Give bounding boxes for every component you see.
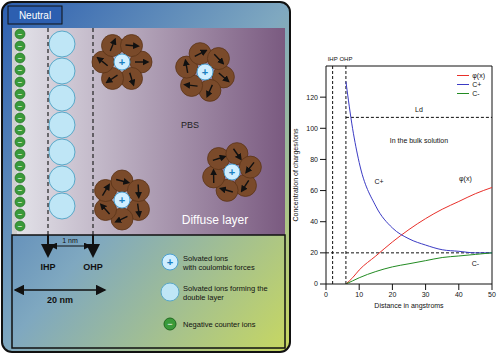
svg-text:−: − xyxy=(18,210,23,219)
svg-text:−: − xyxy=(18,186,23,195)
svg-text:−: − xyxy=(18,138,23,147)
svg-text:Ld: Ld xyxy=(415,106,423,113)
svg-text:−: − xyxy=(18,126,23,135)
svg-text:−: − xyxy=(18,162,23,171)
svg-text:OHP: OHP xyxy=(83,262,103,272)
svg-text:−: − xyxy=(18,42,23,51)
svg-text:OHP: OHP xyxy=(339,56,352,62)
svg-text:100: 100 xyxy=(306,125,318,132)
svg-text:PBS: PBS xyxy=(181,120,199,130)
svg-text:−: − xyxy=(18,90,23,99)
svg-text:−: − xyxy=(18,102,23,111)
svg-text:Neutral: Neutral xyxy=(19,10,51,21)
svg-text:Concentration of charges/ions: Concentration of charges/ions xyxy=(292,128,300,221)
svg-text:20 nm: 20 nm xyxy=(47,295,73,305)
html-text:φ(x): φ(x) xyxy=(472,72,485,79)
svg-text:−: − xyxy=(167,319,172,329)
svg-text:Diffuse layer: Diffuse layer xyxy=(182,213,248,227)
svg-text:double layer: double layer xyxy=(183,293,224,302)
svg-text:30: 30 xyxy=(422,291,430,298)
svg-text:40: 40 xyxy=(455,291,463,298)
svg-text:+: + xyxy=(119,194,125,206)
svg-text:−: − xyxy=(18,174,23,183)
svg-text:φ(x): φ(x) xyxy=(459,175,472,183)
svg-text:+: + xyxy=(202,66,208,78)
svg-text:IHP: IHP xyxy=(40,262,55,272)
svg-text:−: − xyxy=(18,54,23,63)
svg-text:Solvated ions forming the: Solvated ions forming the xyxy=(183,284,268,293)
svg-text:+: + xyxy=(119,56,125,68)
svg-text:60: 60 xyxy=(310,187,318,194)
svg-text:20: 20 xyxy=(389,291,397,298)
svg-text:−: − xyxy=(18,198,23,207)
svg-text:−: − xyxy=(18,66,23,75)
svg-text:120: 120 xyxy=(306,94,318,101)
svg-text:Distance in angstroms: Distance in angstroms xyxy=(374,302,444,310)
svg-text:40: 40 xyxy=(310,218,318,225)
svg-text:Negative counter ions: Negative counter ions xyxy=(183,320,256,329)
svg-text:−: − xyxy=(18,78,23,87)
svg-text:+: + xyxy=(229,166,235,178)
svg-text:IHP: IHP xyxy=(328,56,338,62)
svg-text:80: 80 xyxy=(310,156,318,163)
svg-text:−: − xyxy=(18,30,23,39)
svg-text:50: 50 xyxy=(488,291,492,298)
svg-text:−: − xyxy=(18,150,23,159)
svg-text:−: − xyxy=(18,114,23,123)
svg-text:C+: C+ xyxy=(375,178,384,185)
svg-text:In the bulk solution: In the bulk solution xyxy=(390,137,448,144)
svg-text:1 nm: 1 nm xyxy=(62,237,78,244)
svg-text:Solvated ions: Solvated ions xyxy=(183,254,228,263)
html-text:C+: C+ xyxy=(472,81,482,88)
html-text:C-: C- xyxy=(472,90,480,97)
svg-text:0: 0 xyxy=(324,291,328,298)
svg-text:10: 10 xyxy=(355,291,363,298)
svg-text:+: + xyxy=(167,256,173,268)
svg-text:C-: C- xyxy=(472,260,480,267)
svg-text:−: − xyxy=(18,222,23,231)
svg-text:20: 20 xyxy=(310,249,318,256)
svg-text:0: 0 xyxy=(314,280,318,287)
svg-text:with coulombic forces: with coulombic forces xyxy=(182,263,255,272)
